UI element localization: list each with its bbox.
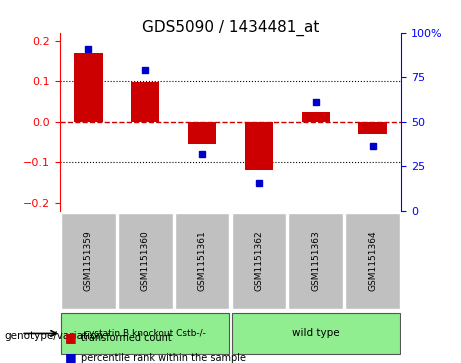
Text: GSM1151360: GSM1151360 [141, 231, 150, 291]
Text: genotype/variation: genotype/variation [5, 331, 104, 341]
Bar [74, 53, 102, 122]
FancyBboxPatch shape [61, 213, 116, 309]
FancyBboxPatch shape [118, 213, 172, 309]
FancyBboxPatch shape [175, 213, 230, 309]
Text: percentile rank within the sample: percentile rank within the sample [81, 352, 246, 363]
Text: GSM1151359: GSM1151359 [84, 231, 93, 291]
Text: wild type: wild type [292, 329, 340, 338]
Text: GSM1151362: GSM1151362 [254, 231, 263, 291]
Text: GSM1151363: GSM1151363 [311, 231, 320, 291]
Bar [301, 112, 330, 122]
Text: GSM1151364: GSM1151364 [368, 231, 377, 291]
Bar [245, 122, 273, 170]
FancyBboxPatch shape [231, 213, 286, 309]
FancyBboxPatch shape [289, 213, 343, 309]
Bar [131, 82, 160, 122]
Text: ■: ■ [65, 331, 76, 344]
Bar [358, 122, 387, 134]
Text: GDS5090 / 1434481_at: GDS5090 / 1434481_at [142, 20, 319, 36]
FancyBboxPatch shape [345, 213, 400, 309]
FancyBboxPatch shape [61, 313, 230, 354]
Bar [188, 122, 216, 144]
Text: transformed count: transformed count [81, 333, 171, 343]
Text: ■: ■ [65, 351, 76, 363]
Text: cystatin B knockout Cstb-/-: cystatin B knockout Cstb-/- [84, 329, 206, 338]
Text: GSM1151361: GSM1151361 [198, 231, 207, 291]
FancyBboxPatch shape [231, 313, 400, 354]
